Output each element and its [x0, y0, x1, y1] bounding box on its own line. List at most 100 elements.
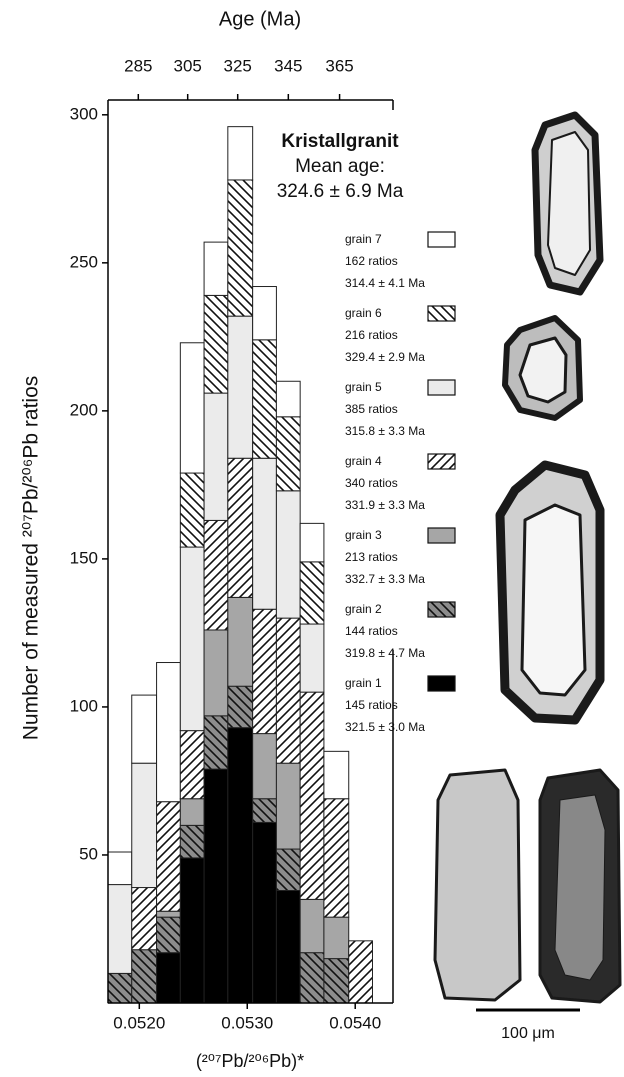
bar-segment [131, 887, 158, 951]
y-tick-label: 200 [70, 400, 98, 419]
legend-label: grain 6 [345, 306, 382, 320]
bar-segment [275, 490, 301, 619]
bar-segment [275, 762, 301, 850]
top-tick-label: 365 [325, 56, 353, 75]
legend-label: grain 7 [345, 232, 382, 246]
legend-label: grain 2 [345, 602, 382, 616]
bar-segment [227, 457, 254, 598]
bar-segment [299, 561, 325, 625]
legend-swatch [427, 527, 456, 544]
bar-segment [227, 727, 254, 1004]
bar-segment [252, 821, 277, 1004]
legend-swatch [427, 305, 456, 322]
top-axis-label: Age (Ma) [219, 8, 301, 30]
legend-label: grain 3 [345, 528, 382, 542]
scale-bar-label: 100 μm [501, 1025, 555, 1042]
legend-text: 216 ratios [345, 328, 398, 342]
zircon-images [433, 111, 622, 1004]
bar-segment [203, 768, 229, 1004]
annotation: Mean age: [295, 156, 385, 177]
legend-label: grain 5 [345, 380, 382, 394]
legend-text: 321.5 ± 3.0 Ma [345, 720, 425, 734]
top-tick-label: 285 [124, 56, 152, 75]
top-tick-label: 325 [224, 56, 252, 75]
bar-segment [203, 241, 229, 296]
bar-segment [179, 730, 205, 800]
x-tick-label: 0.0520 [113, 1013, 165, 1032]
bar-segment [156, 801, 181, 912]
bar-segment [275, 617, 301, 764]
legend-label: grain 4 [345, 454, 382, 468]
legend-text: 331.9 ± 3.3 Ma [345, 498, 425, 512]
bar-segment [299, 898, 325, 954]
bar-segment [275, 848, 301, 891]
bar-segment [107, 972, 133, 1004]
bar-segment [275, 380, 301, 418]
bar-segment [179, 824, 205, 859]
legend-swatch [427, 675, 456, 692]
bar-segment [227, 685, 254, 729]
bar-segment [203, 715, 229, 770]
bar-segment [348, 940, 373, 1004]
legend-swatch [427, 453, 456, 470]
bar-segment [179, 342, 205, 474]
legend-swatch [427, 379, 456, 396]
x-tick-label: 0.0530 [221, 1013, 273, 1032]
bar-segment [227, 126, 254, 181]
bar-segment [131, 762, 158, 889]
legend-text: 145 ratios [345, 698, 398, 712]
bar-segment [323, 750, 350, 800]
bar-segment [203, 294, 229, 394]
y-tick-label: 50 [79, 844, 98, 863]
y-tick-label: 250 [70, 252, 98, 271]
chart-title: Kristallgranit [281, 131, 399, 152]
bar-segment [156, 662, 181, 803]
legend-swatch [427, 231, 456, 248]
bar-segment [156, 916, 181, 954]
bar-segment [323, 958, 350, 1004]
bar-segment [156, 952, 181, 1004]
top-tick-label: 305 [174, 56, 202, 75]
bar-segment [299, 691, 325, 900]
legend-text: 314.4 ± 4.1 Ma [345, 276, 425, 290]
bar-segment [275, 416, 301, 492]
x-axis-label: (²⁰⁷Pb/²⁰⁶Pb)* [196, 1051, 304, 1071]
legend-text: 319.8 ± 4.7 Ma [345, 646, 425, 660]
legend-text: 385 ratios [345, 402, 398, 416]
legend-swatch [427, 601, 456, 618]
plot-area [107, 126, 373, 1004]
legend-label: grain 1 [345, 676, 382, 690]
bar-segment [203, 629, 229, 717]
bar-segment [107, 851, 133, 886]
bar-segment [252, 457, 277, 610]
bar-segment [227, 315, 254, 459]
bar-segment [323, 916, 350, 960]
bar-segment [299, 623, 325, 693]
legend-text: 315.8 ± 3.3 Ma [345, 424, 425, 438]
bar-segment [299, 522, 325, 563]
bar-segment [252, 798, 277, 823]
bar-segment [299, 952, 325, 1004]
y-tick-label: 300 [70, 104, 98, 123]
bar-segment [107, 884, 133, 974]
top-tick-label: 345 [274, 56, 302, 75]
legend-text: 329.4 ± 2.9 Ma [345, 350, 425, 364]
bar-segment [203, 519, 229, 631]
bar-segment [179, 546, 205, 732]
bar-segment [156, 910, 181, 918]
legend-text: 162 ratios [345, 254, 398, 268]
legend-text: 144 ratios [345, 624, 398, 638]
bar-segment [131, 949, 158, 1004]
bar-segment [203, 392, 229, 521]
annotation: 324.6 ± 6.9 Ma [277, 181, 404, 202]
y-tick-label: 100 [70, 696, 98, 715]
bar-segment [252, 608, 277, 735]
bar-segment [275, 889, 301, 1004]
bar-segment [131, 694, 158, 764]
bar-segment [179, 472, 205, 548]
bar-segment [227, 596, 254, 687]
legend-text: 332.7 ± 3.3 Ma [345, 572, 425, 586]
y-axis-label: Number of measured ²⁰⁷Pb/²⁰⁶Pb ratios [20, 376, 43, 741]
legend-text: 213 ratios [345, 550, 398, 564]
